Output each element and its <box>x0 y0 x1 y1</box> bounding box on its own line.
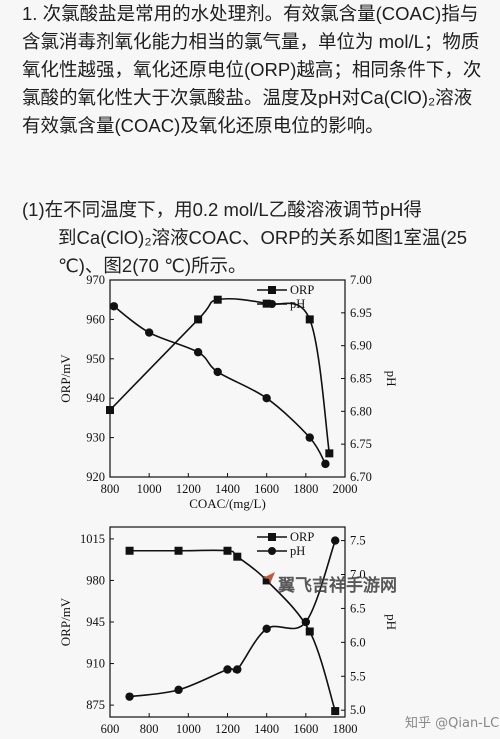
series-line-orp <box>109 297 331 454</box>
data-point-orp <box>174 546 183 555</box>
x-tick-label: 1200 <box>215 722 240 736</box>
y2-tick-label: 6.75 <box>350 437 372 451</box>
data-point-ph <box>223 665 232 674</box>
legend-label-ph: pH <box>290 544 305 558</box>
y2-tick-label: 7.5 <box>350 534 366 548</box>
y-tick-label: 970 <box>86 273 105 287</box>
data-point-ph <box>321 459 330 469</box>
x-tick-label: 800 <box>140 722 159 736</box>
y2-tick-label: 6.70 <box>350 470 372 484</box>
data-point-orp <box>325 449 334 458</box>
x-tick-label: 800 <box>101 482 120 496</box>
y2-tick-label: 6.5 <box>350 601 366 615</box>
y2-tick-label: 7.0 <box>350 568 366 582</box>
data-point-ph <box>262 624 271 633</box>
footer-credit: 知乎 @Qian-LC <box>405 716 500 731</box>
data-point-ph <box>233 665 242 674</box>
data-point-ph <box>193 348 203 357</box>
data-point-orp <box>305 627 314 636</box>
x-tick-label: 1600 <box>254 482 279 496</box>
x-tick-label: 1400 <box>215 482 240 496</box>
series-line-ph <box>113 305 327 465</box>
y2-tick-label: 6.90 <box>350 339 372 353</box>
y2-tick-label: 5.0 <box>350 703 366 717</box>
legend-marker <box>268 547 276 555</box>
y-tick-label: 930 <box>86 431 105 445</box>
question-continuation: 到Ca(ClO)₂溶液COAC、ORP的关系如图1室温(25 ℃)、图2(70 … <box>58 227 468 276</box>
y2-tick-label: 5.5 <box>350 669 366 683</box>
data-point-orp <box>194 315 203 324</box>
data-point-ph <box>213 367 222 377</box>
x-tick-label: 2000 <box>333 482 358 496</box>
y2-axis-label: pH <box>384 371 399 387</box>
data-point-ph <box>262 394 271 403</box>
legend-marker <box>268 300 276 308</box>
question-line: (1)在不同温度下，用0.2 mol/L乙酸溶液调节pH得 <box>22 199 422 220</box>
x-axis-label: COAC/(mg/L) <box>189 496 266 511</box>
plot-frame <box>109 279 346 478</box>
x-tick-label: 1800 <box>333 722 358 736</box>
y-tick-label: 940 <box>86 391 105 405</box>
legend-marker <box>268 286 276 294</box>
y2-tick-label: 6.80 <box>350 404 372 418</box>
data-point-ph <box>331 536 340 545</box>
watermark-text: 翼飞吉祥手游网 <box>278 576 397 596</box>
y-tick-label: 960 <box>86 312 105 326</box>
y2-tick-label: 6.95 <box>350 306 372 320</box>
data-point-orp <box>262 576 271 585</box>
watermark-logo-icon <box>263 572 275 584</box>
data-point-orp <box>223 546 232 555</box>
data-point-ph <box>305 433 314 442</box>
intro-paragraph: 1. 次氯酸盐是常用的水处理剂。有效氯含量(COAC)指与含氯消毒剂氧化能力相当… <box>22 3 482 136</box>
y-tick-label: 1015 <box>80 532 105 546</box>
y2-axis-label: pH <box>384 614 399 630</box>
legend-label-ph: pH <box>290 297 305 311</box>
y2-tick-label: 6.0 <box>350 635 366 649</box>
x-tick-label: 1600 <box>293 722 318 736</box>
data-point-orp <box>233 552 242 561</box>
y-axis-label: ORP/mV <box>58 354 73 403</box>
data-point-ph <box>301 617 311 627</box>
data-point-ph <box>144 328 154 337</box>
legend-label-orp: ORP <box>290 283 314 297</box>
data-point-ph <box>174 685 183 695</box>
data-point-ph <box>125 692 134 701</box>
x-tick-label: 1200 <box>176 482 201 496</box>
data-point-orp <box>305 315 314 324</box>
data-point-orp <box>331 707 340 716</box>
y-axis-label: ORP/mV <box>58 597 73 646</box>
data-point-orp <box>125 546 134 555</box>
y-tick-label: 875 <box>86 698 105 712</box>
y2-tick-label: 7.00 <box>350 273 372 287</box>
data-point-ph <box>109 302 119 311</box>
legend-marker <box>268 533 276 541</box>
x-tick-label: 1000 <box>137 482 162 496</box>
y-tick-label: 950 <box>86 352 105 366</box>
x-tick-label: 600 <box>101 722 120 736</box>
x-tick-label: 1000 <box>176 722 201 736</box>
y-tick-label: 945 <box>86 615 105 629</box>
data-point-orp <box>213 295 222 304</box>
y-tick-label: 980 <box>86 573 105 587</box>
figure-2-chart: 600 800 1000 1200 1400 1600 1800 875 910 945 980 10… <box>58 526 399 736</box>
x-tick-label: 1400 <box>254 722 279 736</box>
y2-tick-label: 6.85 <box>350 372 372 386</box>
data-point-orp <box>106 406 114 415</box>
legend-label-orp: ORP <box>290 530 314 544</box>
x-tick-label: 1800 <box>293 482 318 496</box>
y-tick-label: 920 <box>86 470 105 484</box>
figure-1-chart: 800 1000 1200 1400 1600 1800 2000 920 930 940 950 9… <box>58 273 399 511</box>
y-tick-label: 910 <box>86 657 105 671</box>
